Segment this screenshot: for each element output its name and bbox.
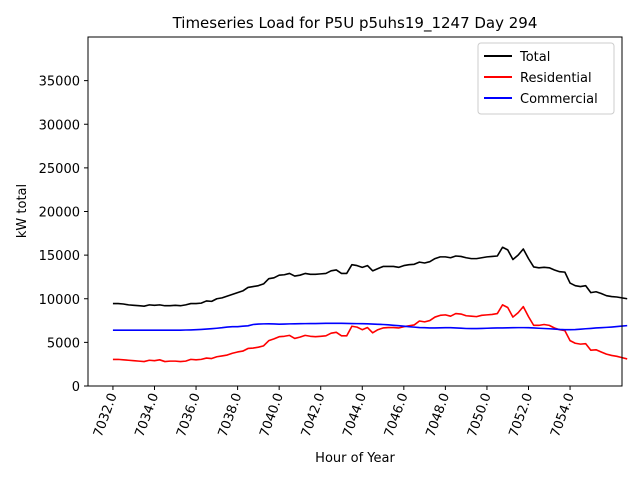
legend-label-residential: Residential bbox=[520, 71, 592, 86]
chart-title: Timeseries Load for P5U p5uhs19_1247 Day… bbox=[172, 14, 538, 33]
series-line-residential bbox=[112, 304, 628, 363]
series-group bbox=[112, 246, 628, 363]
y-tick-label: 0 bbox=[72, 380, 80, 395]
legend-label-total: Total bbox=[519, 50, 550, 65]
y-tick-label: 5000 bbox=[47, 336, 80, 351]
y-tick-label: 30000 bbox=[39, 118, 80, 133]
y-tick-label: 35000 bbox=[39, 75, 80, 90]
legend-box bbox=[477, 42, 615, 115]
y-tick-label: 20000 bbox=[39, 206, 80, 221]
plot-frame bbox=[87, 36, 623, 387]
y-tick-label: 25000 bbox=[39, 162, 80, 177]
y-axis-title: kW total bbox=[15, 184, 30, 238]
x-axis-title: Hour of Year bbox=[315, 451, 395, 466]
legend-label-commercial: Commercial bbox=[520, 92, 598, 107]
legend: Total Residential Commercial bbox=[477, 42, 615, 115]
y-tick-label: 15000 bbox=[39, 249, 80, 264]
series-line-commercial bbox=[112, 322, 628, 331]
y-tick-label: 10000 bbox=[39, 293, 80, 308]
series-line-total bbox=[112, 246, 628, 307]
